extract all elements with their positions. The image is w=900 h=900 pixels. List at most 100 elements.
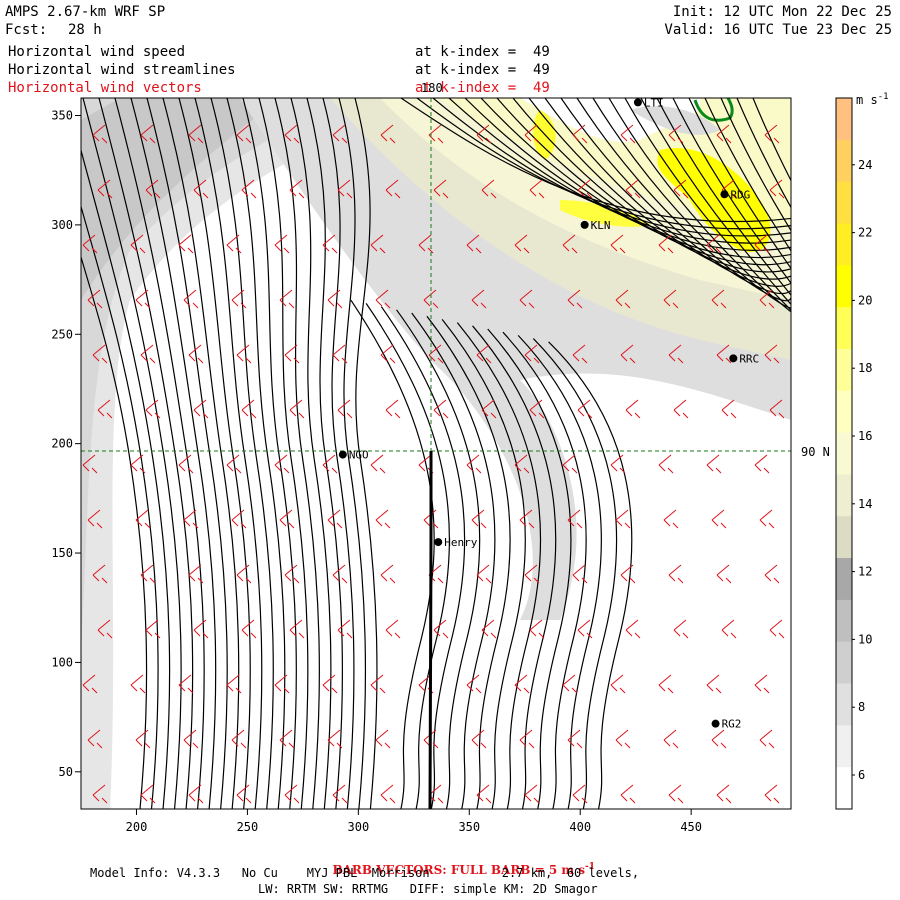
wind-barb: [433, 399, 449, 419]
meridian-label: 180: [421, 81, 443, 95]
wind-barb: [279, 509, 295, 529]
station-marker: [791, 569, 799, 577]
speed-patch-c: [560, 200, 650, 227]
parallel-label: 90 N: [801, 445, 830, 459]
streamline: [672, 98, 791, 342]
wind-barb: [380, 784, 396, 804]
wind-barb: [92, 124, 108, 144]
y-tick-label: 150: [51, 546, 73, 560]
wind-barb: [514, 454, 530, 474]
field-level-wind-vectors: at k-index = 49: [415, 80, 550, 96]
wind-barb: [289, 179, 305, 199]
wind-barb: [668, 124, 684, 144]
wind-barb: [476, 124, 492, 144]
y-tick-label: 100: [51, 655, 73, 669]
colorbar-label: 12: [858, 565, 872, 579]
y-axis: 50 100 150 200 250 300 350: [51, 109, 81, 779]
wind-barb: [620, 124, 636, 144]
streamline: [226, 98, 286, 809]
wind-barb: [97, 619, 113, 639]
wind-barb: [711, 289, 727, 309]
wind-barb: [754, 454, 770, 474]
wind-barb: [188, 784, 204, 804]
station-marker: [633, 98, 642, 107]
wind-barb: [274, 234, 290, 254]
streamline: [704, 98, 791, 356]
wind-barb: [87, 729, 103, 749]
wind-barb: [82, 234, 98, 254]
wind-barb: [615, 289, 631, 309]
wind-barb: [529, 399, 545, 419]
wind-barb: [721, 619, 737, 639]
wind-barb: [284, 784, 300, 804]
wind-barb: [140, 784, 156, 804]
wind-barb: [140, 344, 156, 364]
streamline: [258, 98, 309, 809]
wind-barb: [769, 179, 785, 199]
wind-barb: [759, 729, 775, 749]
colorbar-label: 24: [858, 158, 872, 172]
streamline: [146, 98, 228, 809]
wind-barb: [370, 674, 386, 694]
colorbar-label: 8: [858, 700, 865, 714]
wind-barb: [615, 729, 631, 749]
y-tick-label: 300: [51, 218, 73, 232]
forecast-hour: 28 h: [68, 22, 102, 38]
wind-barb: [519, 729, 535, 749]
wind-barb: [145, 399, 161, 419]
wind-barb: [332, 564, 348, 584]
wind-barb: [625, 619, 641, 639]
wind-barb: [92, 784, 108, 804]
x-axis: 200 250 300 350 400 450: [126, 809, 702, 834]
speed-band-12: [81, 98, 280, 300]
wind-barb: [673, 179, 689, 199]
streamline: [210, 98, 274, 809]
wind-barb: [337, 179, 353, 199]
wind-barb: [721, 399, 737, 419]
map-frame: [80, 97, 792, 810]
wind-barb: [471, 729, 487, 749]
y-tick-label: 250: [51, 327, 73, 341]
wind-barb: [145, 619, 161, 639]
wind-barb: [514, 674, 530, 694]
streamline: [624, 98, 791, 320]
wind-barb: [711, 509, 727, 529]
init-time: Init: 12 UTC Mon 22 Dec 25: [672, 4, 892, 20]
wind-barb: [130, 234, 146, 254]
wind-barb: [754, 234, 770, 254]
wind-barb: [706, 674, 722, 694]
wind-barb: [716, 784, 732, 804]
wind-barb: [337, 399, 353, 419]
streamline: [472, 98, 791, 809]
wind-barb: [87, 289, 103, 309]
colorbar-label: 6: [858, 768, 865, 782]
colorbar: [835, 97, 853, 810]
wind-barb: [226, 234, 242, 254]
wind-barb: [193, 179, 209, 199]
wind-barb: [97, 399, 113, 419]
colorbar-bin: [836, 98, 852, 141]
streamline: [274, 98, 320, 809]
x-tick-label: 450: [680, 820, 702, 834]
wind-barb: [322, 454, 338, 474]
wind-barb: [764, 344, 780, 364]
streamline: [487, 98, 791, 809]
wind-barb: [567, 289, 583, 309]
colorbar-bin: [836, 265, 852, 308]
wind-barb: [385, 399, 401, 419]
wind-barb: [289, 619, 305, 639]
wind-barb: [279, 289, 295, 309]
wind-barb: [572, 124, 588, 144]
wind-barb: [332, 124, 348, 144]
wind-barb: [418, 234, 434, 254]
wind-barb: [231, 729, 247, 749]
station-marker: [434, 538, 443, 547]
streamline: [656, 98, 791, 335]
wind-barb: [466, 234, 482, 254]
wind-barb: [577, 619, 593, 639]
x-tick-label: 250: [237, 820, 259, 834]
wind-barb: [289, 399, 305, 419]
wind-barb: [82, 454, 98, 474]
wind-barb: [481, 399, 497, 419]
wind-barb: [385, 619, 401, 639]
